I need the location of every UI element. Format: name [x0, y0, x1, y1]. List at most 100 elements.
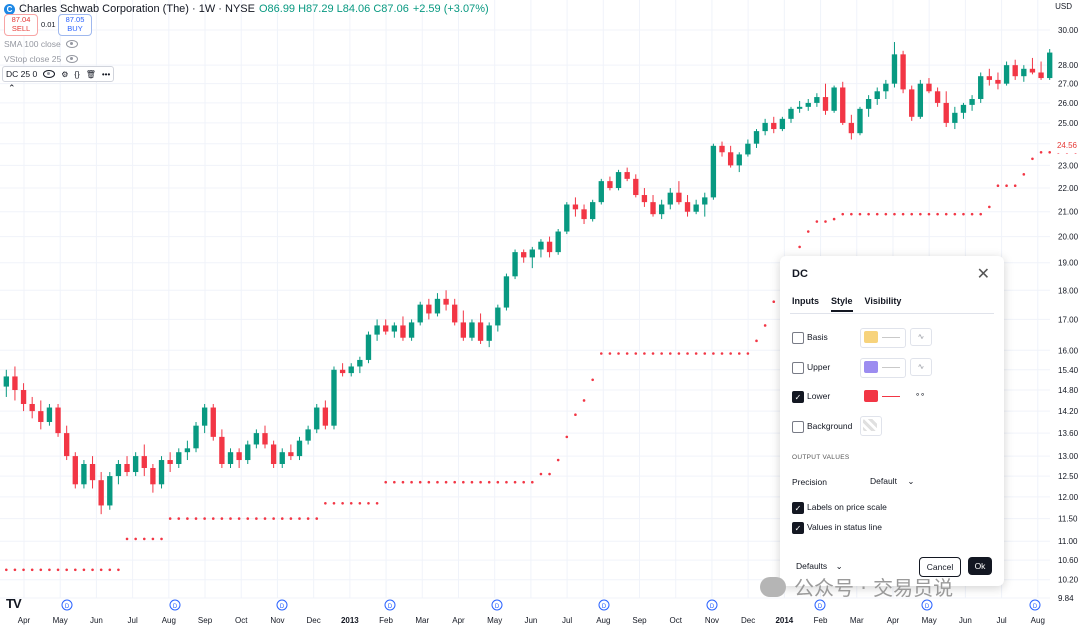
- indicator-dc[interactable]: DC 25 0 ⚙ {} 🗑 •••: [2, 66, 115, 82]
- donchian-lower-dot: [99, 568, 103, 572]
- candle-body: [374, 325, 380, 335]
- candle-body: [633, 178, 639, 196]
- donchian-lower-dot: [65, 568, 68, 572]
- price-tick-label: 25.00: [1058, 119, 1079, 128]
- dividend-marker-icon[interactable]: [169, 599, 181, 611]
- lower-plot-style-icon[interactable]: ∘∘: [914, 390, 925, 399]
- precision-select[interactable]: Default ⌄: [866, 474, 924, 489]
- candle-body: [339, 369, 346, 374]
- close-icon[interactable]: ✕: [976, 266, 990, 283]
- basis-checkbox[interactable]: [792, 332, 804, 344]
- time-tick-label: Nov: [270, 616, 284, 625]
- dividend-marker-icon[interactable]: [276, 599, 288, 611]
- upper-color-swatch[interactable]: [864, 361, 878, 373]
- donchian-lower-dot: [306, 517, 310, 520]
- donchian-lower-dot: [729, 352, 732, 355]
- checkbox-icon[interactable]: [792, 362, 804, 374]
- candle-body: [546, 241, 553, 253]
- lower-color-swatch[interactable]: [864, 390, 878, 402]
- checkbox-icon[interactable]: [792, 332, 804, 344]
- donchian-lower-dot: [806, 230, 810, 233]
- donchian-lower-dot: [367, 501, 370, 505]
- donchian-lower-dot: [341, 501, 344, 505]
- background-checkbox[interactable]: [792, 421, 804, 433]
- eye-icon[interactable]: [66, 55, 79, 63]
- dividend-marker-icon[interactable]: [598, 599, 610, 611]
- checkbox-checked-icon[interactable]: ✓: [792, 502, 804, 514]
- dividend-marker-label: D: [280, 604, 285, 610]
- tradingview-logo-icon[interactable]: TV: [6, 596, 22, 611]
- source-code-icon[interactable]: {}: [74, 69, 80, 79]
- donchian-lower-dot: [22, 568, 25, 572]
- donchian-lower-dot: [858, 212, 862, 216]
- sell-button[interactable]: 87.04 SELL: [4, 14, 38, 36]
- lower-checkbox[interactable]: ✓: [792, 391, 804, 403]
- collapse-legend-icon[interactable]: ⌃: [8, 83, 16, 93]
- dividend-marker-icon[interactable]: [384, 599, 396, 611]
- defaults-dropdown[interactable]: Defaults ⌄: [796, 561, 843, 572]
- upper-plot-style-icon[interactable]: ∿: [910, 358, 932, 376]
- time-tick-label: Sep: [632, 616, 647, 625]
- dividend-marker-icon[interactable]: [1029, 599, 1041, 611]
- candle-body: [296, 440, 303, 457]
- upper-color-picker[interactable]: [860, 358, 906, 378]
- cancel-button[interactable]: Cancel: [919, 557, 961, 577]
- donchian-lower-dot: [315, 517, 319, 520]
- basis-color-picker[interactable]: [860, 328, 906, 348]
- candle-body: [408, 322, 415, 338]
- candle-body: [840, 87, 846, 123]
- donchian-lower-dot: [401, 480, 405, 484]
- currency-label[interactable]: USD: [1055, 2, 1072, 11]
- basis-color-swatch[interactable]: [864, 331, 878, 343]
- dividend-marker-icon[interactable]: [706, 599, 718, 611]
- upper-checkbox[interactable]: [792, 362, 804, 374]
- checkbox-checked-icon[interactable]: ✓: [792, 522, 804, 534]
- time-tick-label: Sep: [198, 616, 213, 625]
- time-tick-label: May: [53, 616, 68, 625]
- background-color-swatch[interactable]: [863, 419, 877, 431]
- ok-button[interactable]: Ok: [968, 557, 992, 575]
- background-color-picker[interactable]: [860, 416, 882, 436]
- donchian-lower-dot: [211, 517, 215, 520]
- eye-icon[interactable]: [65, 40, 78, 48]
- dividend-marker-label: D: [602, 604, 607, 610]
- candle-body: [305, 429, 311, 441]
- checkbox-checked-icon[interactable]: ✓: [792, 391, 804, 403]
- dividend-marker-icon[interactable]: [491, 599, 503, 611]
- dividend-marker-icon[interactable]: [814, 599, 826, 611]
- price-tick-label: 15.40: [1058, 366, 1079, 375]
- donchian-lower-dot: [237, 517, 241, 520]
- donchian-lower-dot: [375, 501, 379, 505]
- eye-icon[interactable]: [43, 70, 56, 78]
- tab-inputs[interactable]: Inputs: [792, 296, 819, 306]
- candle-body: [857, 108, 863, 134]
- donchian-lower-dot: [470, 480, 474, 484]
- candle-body: [348, 366, 354, 374]
- basis-plot-style-icon[interactable]: ∿: [910, 328, 932, 346]
- buy-button[interactable]: 87.05 BUY: [58, 14, 92, 36]
- symbol-name[interactable]: Charles Schwab Corporation (The) · 1W · …: [19, 3, 255, 15]
- price-tick-label: 14.20: [1058, 407, 1079, 416]
- labels-on-price-scale-checkbox[interactable]: ✓: [792, 502, 804, 514]
- dividend-marker-icon[interactable]: [921, 599, 933, 611]
- precision-value: Default: [870, 476, 897, 486]
- delete-icon[interactable]: 🗑: [85, 69, 96, 79]
- indicator-sma[interactable]: SMA 100 close: [4, 39, 78, 49]
- donchian-lower-dot: [358, 501, 362, 505]
- values-in-status-line-checkbox[interactable]: ✓: [792, 522, 804, 534]
- candle-body: [357, 359, 363, 367]
- price-change: +2.59 (+3.07%): [412, 3, 489, 15]
- candle-body: [383, 325, 389, 332]
- checkbox-icon[interactable]: [792, 421, 804, 433]
- more-icon[interactable]: •••: [101, 69, 111, 79]
- time-tick-label: 2013: [341, 616, 359, 625]
- tab-visibility[interactable]: Visibility: [864, 296, 902, 306]
- donchian-lower-dot: [815, 220, 819, 223]
- indicator-vstop[interactable]: VStop close 25: [4, 54, 79, 64]
- tab-style[interactable]: Style: [831, 296, 853, 312]
- settings-icon[interactable]: ⚙: [61, 69, 69, 79]
- time-tick-label: Nov: [705, 616, 719, 625]
- candle-body: [986, 76, 993, 80]
- time-tick-label: Jun: [959, 616, 972, 625]
- dividend-marker-icon[interactable]: [61, 599, 73, 611]
